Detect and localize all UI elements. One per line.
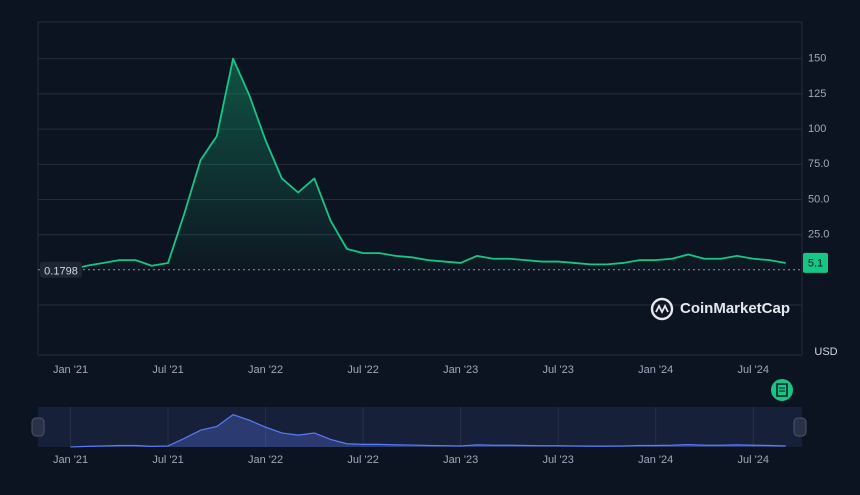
navigator [38,407,802,447]
navigator-tick-label: Jul '23 [542,454,573,466]
y-tick-label: 25.0 [808,229,829,241]
navigator-tick-label: Jan '21 [53,454,88,466]
x-tick-label: Jul '23 [542,364,573,376]
navigator-tick-label: Jan '24 [638,454,673,466]
y-tick-label: 75.0 [808,158,829,170]
last-price-box [803,252,828,273]
navigator-tick-label: Jan '22 [248,454,283,466]
document-icon[interactable] [771,379,793,401]
last-price-label: 5.1 [808,258,823,270]
y-tick-label: 125 [808,88,826,100]
x-tick-label: Jul '21 [152,364,183,376]
watermark: CoinMarketCap [650,297,790,321]
x-tick-label: Jul '24 [738,364,769,376]
x-tick-label: Jan '24 [638,364,673,376]
navigator-line [70,413,786,448]
start-price-label: 0.1798 [44,266,78,278]
y-unit: USD [814,346,837,358]
x-tick-label: Jan '22 [248,364,283,376]
y-tick-label: 50.0 [808,193,829,205]
y-tick-label: 100 [808,123,826,135]
x-tick-label: Jan '21 [53,364,88,376]
navigator-handle-right[interactable] [793,417,807,437]
x-tick-label: Jan '23 [443,364,478,376]
navigator-tick-label: Jan '23 [443,454,478,466]
navigator-tick-label: Jul '24 [738,454,769,466]
line [70,57,786,271]
navigator-handle-left[interactable] [31,417,45,437]
navigator-tick-label: Jul '22 [347,454,378,466]
watermark-text: CoinMarketCap [680,300,790,317]
start-price-box [40,261,82,278]
x-tick-label: Jul '22 [347,364,378,376]
y-tick-label: 150 [808,53,826,65]
navigator-area [70,414,786,447]
navigator-tick-label: Jul '21 [152,454,183,466]
area [70,58,786,270]
plot-frame [37,21,803,356]
